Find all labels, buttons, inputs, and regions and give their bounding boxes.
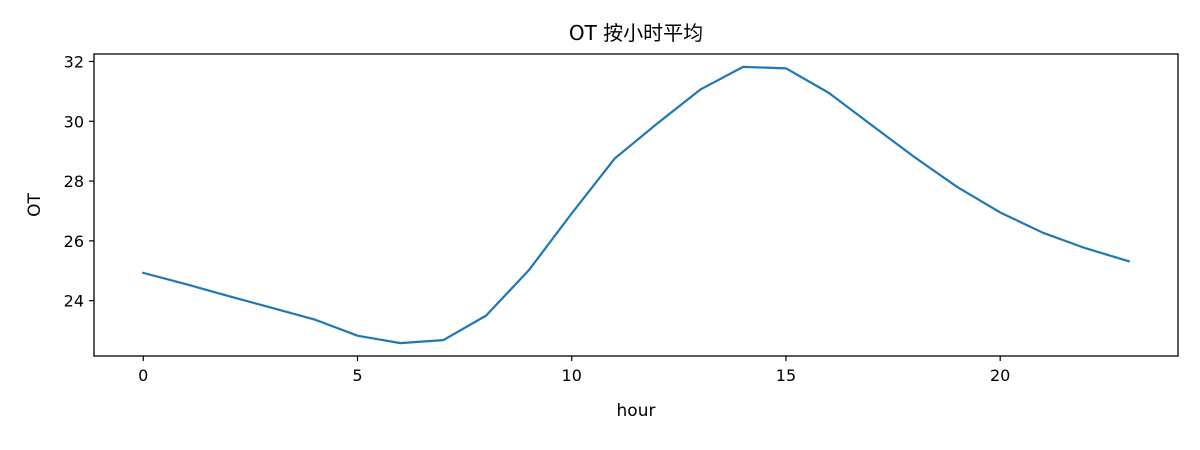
x-tick-label: 20 — [990, 366, 1010, 385]
y-tick-label: 26 — [64, 232, 84, 251]
y-axis-label: OT — [25, 193, 45, 217]
chart-title: OT 按小时平均 — [569, 21, 703, 45]
y-axis: 24 26 28 30 32 — [64, 52, 94, 311]
x-tick-label: 10 — [562, 366, 582, 385]
y-tick-label: 30 — [64, 112, 84, 131]
x-axis-label: hour — [617, 401, 656, 421]
x-tick-label: 5 — [352, 366, 362, 385]
y-tick-label: 28 — [64, 172, 84, 191]
y-tick-label: 32 — [64, 52, 84, 71]
y-tick-label: 24 — [64, 292, 84, 311]
plot-area — [93, 53, 1179, 357]
series-line-ot — [141, 65, 1131, 345]
x-tick-label: 0 — [138, 366, 148, 385]
series-layer — [141, 65, 1131, 345]
x-axis: 0 5 10 15 20 — [138, 356, 1010, 385]
x-tick-label: 15 — [776, 366, 796, 385]
